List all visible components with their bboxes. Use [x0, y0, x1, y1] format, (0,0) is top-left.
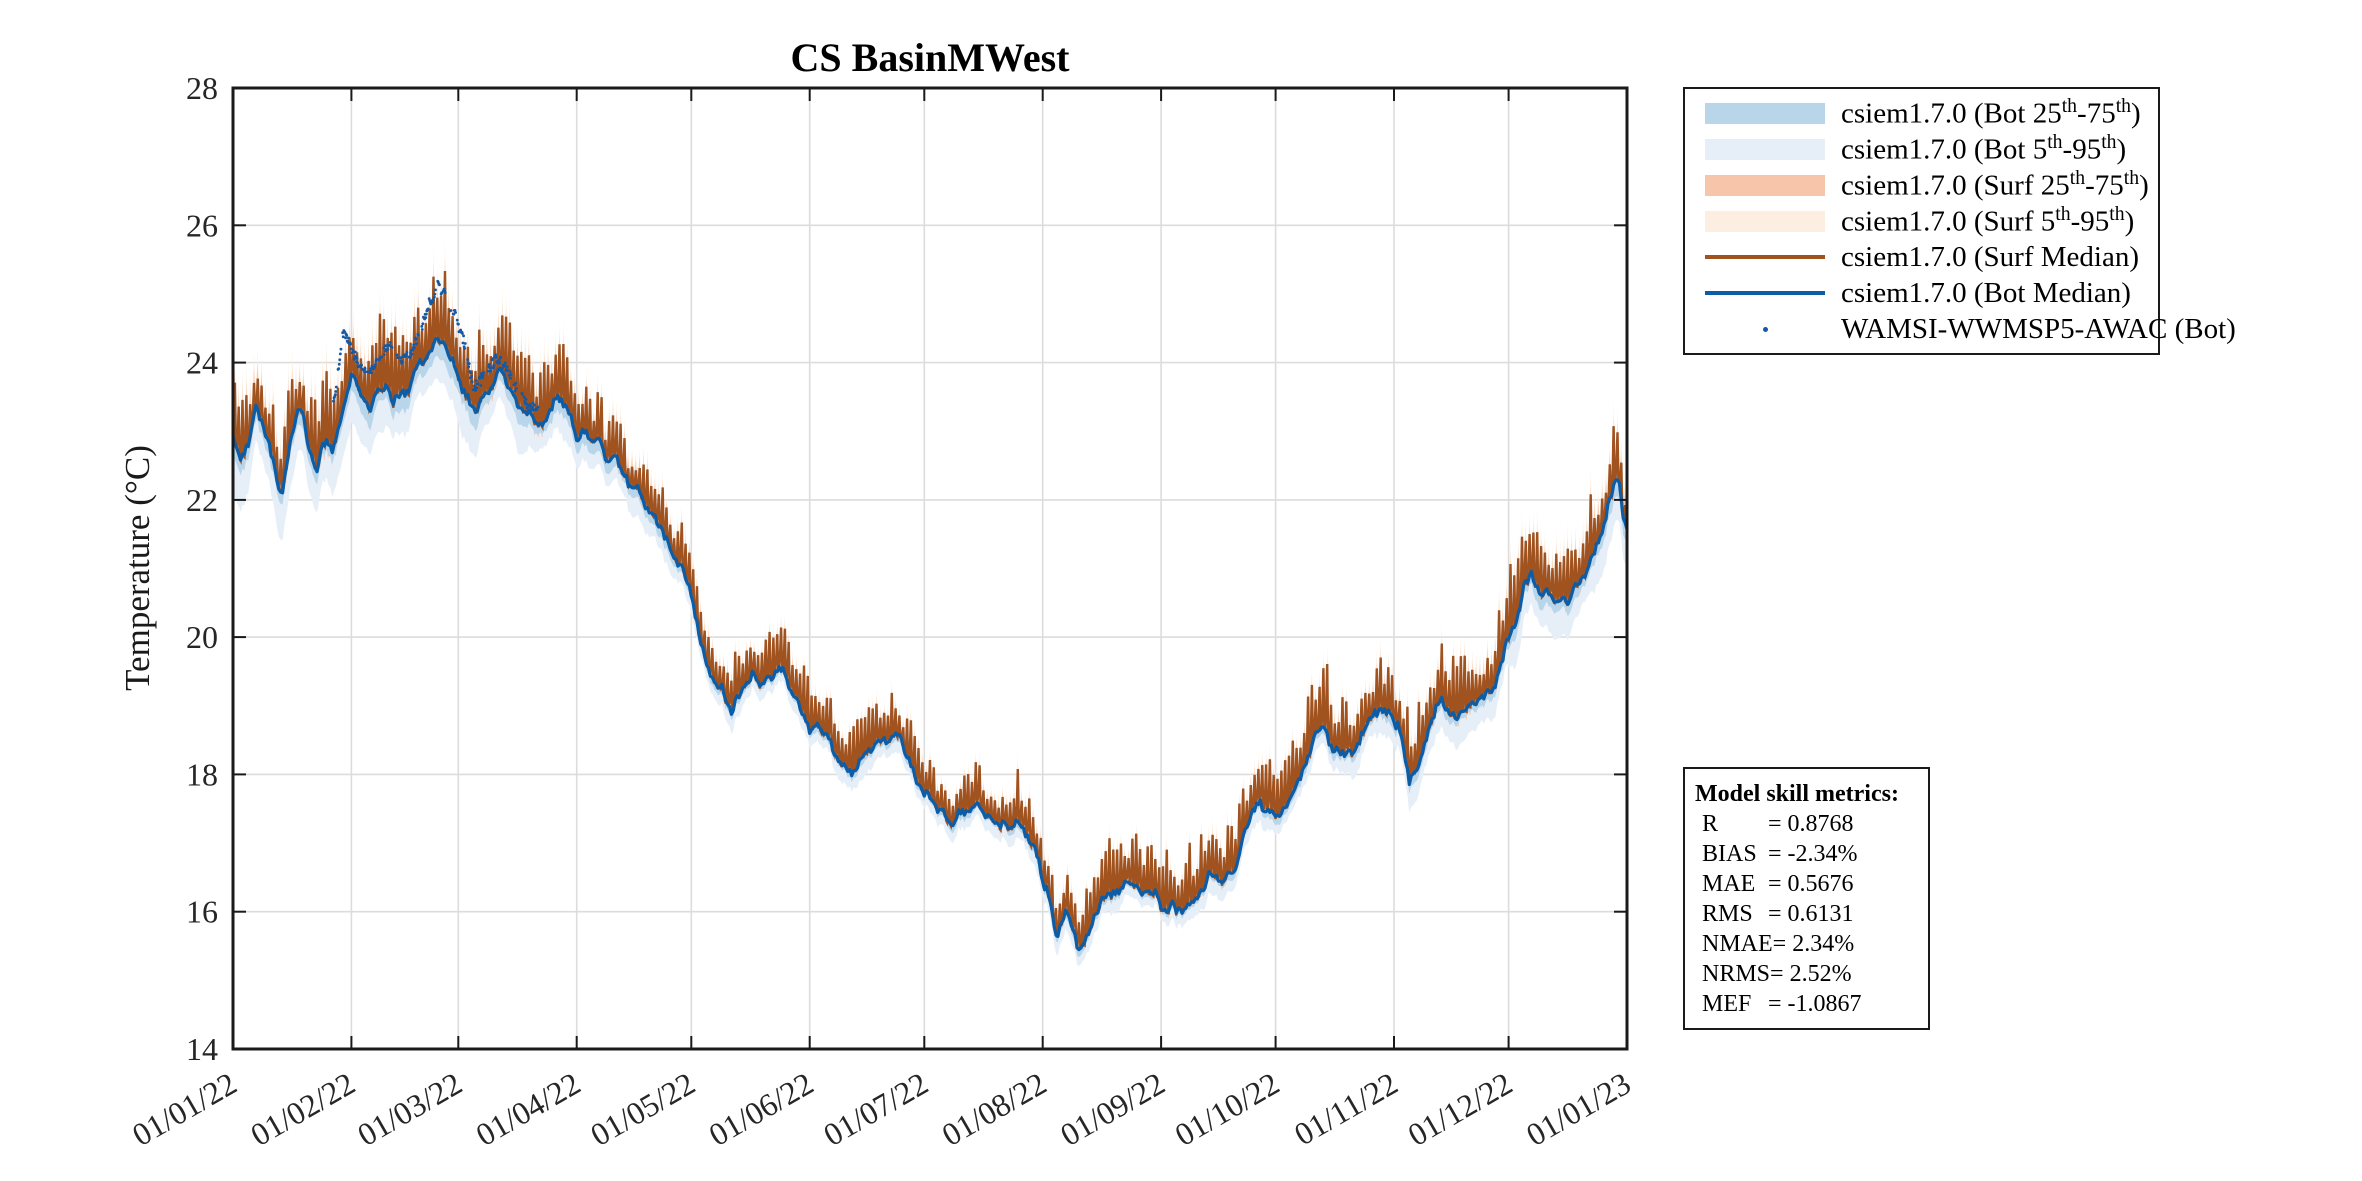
legend-swatch	[1705, 102, 1825, 124]
y-tick-label: 18	[186, 756, 218, 792]
legend-swatch	[1705, 291, 1825, 295]
chart-title: CS BasinMWest	[790, 35, 1070, 80]
y-tick-label: 14	[186, 1031, 218, 1067]
metric-value: = 2.34%	[1772, 931, 1855, 957]
legend-swatch	[1705, 174, 1825, 196]
legend-patch-icon	[1705, 138, 1825, 160]
y-axis-label: Temperature (°C)	[118, 445, 157, 691]
metric-value: = 2.52%	[1770, 961, 1852, 987]
x-tick-label: 01/02/22	[244, 1065, 361, 1153]
legend-swatch	[1705, 138, 1825, 160]
legend-item-0: csiem1.7.0 (Bot 25th-75th)	[1685, 95, 2158, 130]
x-tick-label: 01/04/22	[470, 1065, 587, 1153]
y-tick-label: 20	[186, 619, 218, 655]
metric-value: = -2.34%	[1768, 841, 1858, 867]
y-tick-label: 24	[186, 345, 218, 381]
legend-swatch	[1705, 210, 1825, 232]
legend-item-4: csiem1.7.0 (Surf Median)	[1685, 240, 2158, 274]
obs-scatter	[332, 279, 540, 412]
legend-label: csiem1.7.0 (Bot 5th-95th)	[1841, 131, 2127, 166]
metric-value: = -1.0867	[1768, 991, 1862, 1017]
band-bot-5-95	[233, 313, 1627, 967]
legend-marker-icon	[1705, 326, 1825, 332]
legend-line-icon	[1705, 291, 1825, 295]
legend-label: csiem1.7.0 (Bot 25th-75th)	[1841, 95, 2141, 130]
metric-label: MEF	[1702, 991, 1752, 1017]
metric-value: = 0.5676	[1768, 871, 1854, 897]
legend-patch-icon	[1705, 210, 1825, 232]
x-tick-label: 01/09/22	[1054, 1065, 1171, 1153]
legend-swatch	[1705, 255, 1825, 259]
x-tick-label: 01/07/22	[817, 1065, 934, 1153]
metric-row-r: R = 0.8768	[1695, 809, 1922, 839]
metric-label: R	[1702, 811, 1719, 837]
metrics-rows: R = 0.8768 BIAS = -2.34% MAE = 0.5676 RMS = 0.6…	[1695, 809, 1922, 1019]
axes-box	[231, 86, 1629, 1051]
legend-line-icon	[1705, 255, 1825, 259]
legend-label: csiem1.7.0 (Surf Median)	[1841, 240, 2139, 273]
metrics-box: Model skill metrics: R = 0.8768 BIAS = -2.3…	[1683, 767, 1930, 1030]
x-tick-label: 01/01/23	[1520, 1065, 1637, 1153]
metric-row-bias: BIAS = -2.34%	[1695, 839, 1922, 869]
y-tick-label: 26	[186, 207, 218, 243]
legend-label: csiem1.7.0 (Surf 25th-75th)	[1841, 167, 2149, 202]
metric-row-nmae: NMAE= 2.34%	[1695, 929, 1922, 959]
metric-label: RMS	[1702, 901, 1753, 927]
y-tick-label: 22	[186, 482, 218, 518]
metric-value: = 0.8768	[1768, 811, 1854, 837]
legend-label: WAMSI-WWMSP5-AWAC (Bot)	[1841, 312, 2236, 345]
x-tick-label: 01/01/22	[126, 1065, 243, 1153]
legend-item-1: csiem1.7.0 (Bot 5th-95th)	[1685, 131, 2158, 166]
metric-label: NMAE	[1702, 931, 1773, 957]
x-tick-label: 01/08/22	[936, 1065, 1053, 1153]
legend-label: csiem1.7.0 (Surf 5th-95th)	[1841, 203, 2135, 238]
legend-item-3: csiem1.7.0 (Surf 5th-95th)	[1685, 203, 2158, 238]
legend-patch-icon	[1705, 102, 1825, 124]
band-bot-25-75	[233, 325, 1627, 958]
legend-label: csiem1.7.0 (Bot Median)	[1841, 276, 2131, 309]
metric-label: NRMS	[1702, 961, 1771, 987]
metric-value: = 0.6131	[1768, 901, 1854, 927]
x-tick-label: 01/06/22	[703, 1065, 820, 1153]
y-tick-label: 28	[186, 70, 218, 106]
legend-item-5: csiem1.7.0 (Bot Median)	[1685, 276, 2158, 310]
metric-row-mef: MEF = -1.0867	[1695, 989, 1922, 1019]
legend-item-2: csiem1.7.0 (Surf 25th-75th)	[1685, 167, 2158, 202]
x-tick-label: 01/05/22	[584, 1065, 701, 1153]
x-tick-label: 01/03/22	[351, 1065, 468, 1153]
x-tick-label: 01/12/22	[1402, 1065, 1519, 1153]
bot-median-line	[231, 336, 1629, 952]
metric-row-rms: RMS = 0.6131	[1695, 899, 1922, 929]
metrics-title: Model skill metrics:	[1695, 781, 1899, 807]
legend-dot-icon	[1762, 326, 1768, 332]
metric-row-mae: MAE = 0.5676	[1695, 869, 1922, 899]
x-tick-label: 01/10/22	[1169, 1065, 1286, 1153]
x-tick-label: 01/11/22	[1288, 1065, 1404, 1152]
metric-label: MAE	[1702, 871, 1756, 897]
legend-item-6: WAMSI-WWMSP5-AWAC (Bot)	[1685, 312, 2236, 346]
y-tick-label: 16	[186, 894, 218, 930]
legend: csiem1.7.0 (Bot 25th-75th) csiem1.7.0 (Bo…	[1683, 87, 2236, 355]
metric-row-nrms: NRMS= 2.52%	[1695, 959, 1922, 989]
legend-patch-icon	[1705, 174, 1825, 196]
metric-label: BIAS	[1702, 841, 1757, 867]
